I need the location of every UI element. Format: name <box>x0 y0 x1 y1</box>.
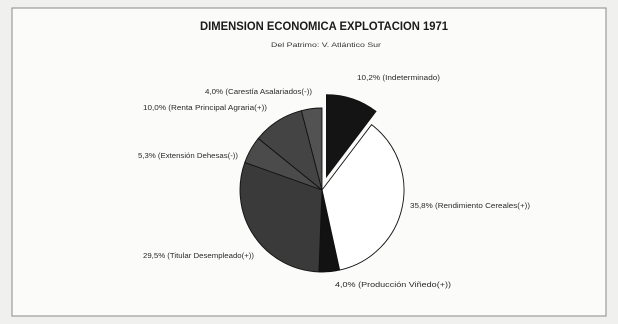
pie-slice-carestia-asalariados <box>300 107 323 191</box>
slice-label-indeterminado: 10,2% (Indeterminado) <box>357 75 440 82</box>
pie-slice-indeterminado <box>326 94 377 179</box>
slice-label-extension-dehesas: 5,3% (Extensión Dehesas(-)) <box>138 153 238 160</box>
slice-label-rendimiento-cereales: 35,8% (Rendimiento Cereales(+)) <box>410 203 530 210</box>
pie-slices <box>239 94 405 273</box>
slice-label-carestia-asalariados: 4,0% (Carestía Asalariados(-)) <box>205 89 312 96</box>
slice-label-titular-desempleado: 29,5% (Titular Desempleado(+)) <box>143 253 254 260</box>
chart-title: DIMENSION ECONOMICA EXPLOTACION 1971 <box>200 21 449 33</box>
pie-slice-titular-desempleado <box>239 161 323 273</box>
pie-slice-rendimiento-cereales <box>321 124 405 271</box>
slice-labels: 10,2% (Indeterminado) 35,8% (Rendimiento… <box>138 75 530 289</box>
slice-label-produccion-vinedo: 4,0% (Producción Viñedo(+)) <box>335 282 451 289</box>
chart-subtitle: Del Patrimo: V. Atlántico Sur <box>271 42 382 49</box>
slice-label-renta-principal-agraria: 10,0% (Renta Principal Agraria(+)) <box>143 105 267 112</box>
